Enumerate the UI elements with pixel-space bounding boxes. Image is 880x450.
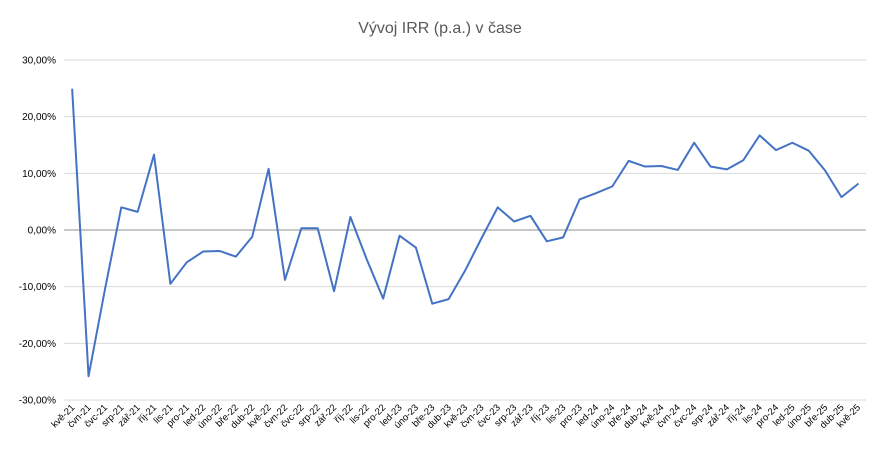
y-tick-label: 10,00% (22, 169, 56, 180)
y-tick-label: -10,00% (19, 282, 56, 293)
y-tick-label: -20,00% (19, 339, 56, 350)
series-line (71, 88, 859, 378)
chart-title: Vývoj IRR (p.a.) v čase (358, 20, 522, 37)
y-tick-label: -30,00% (19, 396, 56, 407)
y-tick-label: 0,00% (28, 226, 56, 237)
y-tick-label: 30,00% (22, 56, 56, 67)
y-tick-label: 20,00% (22, 112, 56, 123)
